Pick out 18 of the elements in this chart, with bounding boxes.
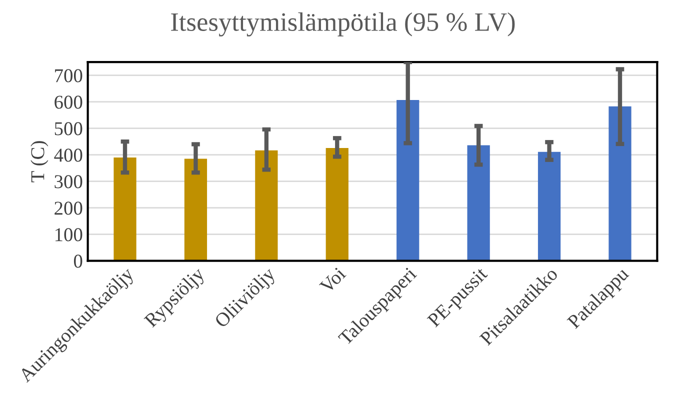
bar <box>114 157 136 261</box>
bar <box>396 100 420 261</box>
y-tick-label: 400 <box>54 148 82 162</box>
y-tick-label: 700 <box>55 69 82 82</box>
y-tick-label: 0 <box>74 254 82 268</box>
bar <box>608 106 632 261</box>
y-tick-label: 100 <box>55 228 82 242</box>
y-tick-label: 300 <box>54 175 82 188</box>
y-axis-title: T (C) <box>30 141 48 182</box>
y-tick-label: 200 <box>54 202 82 215</box>
chart-title: Itsesyttymislämpötila (95 % LV) <box>171 12 515 36</box>
bar <box>255 150 278 261</box>
y-tick-label: 500 <box>54 122 82 136</box>
bar <box>538 152 561 261</box>
bar <box>326 148 348 261</box>
bar <box>184 158 208 261</box>
y-tick-label: 600 <box>54 96 82 109</box>
bar <box>467 145 490 261</box>
